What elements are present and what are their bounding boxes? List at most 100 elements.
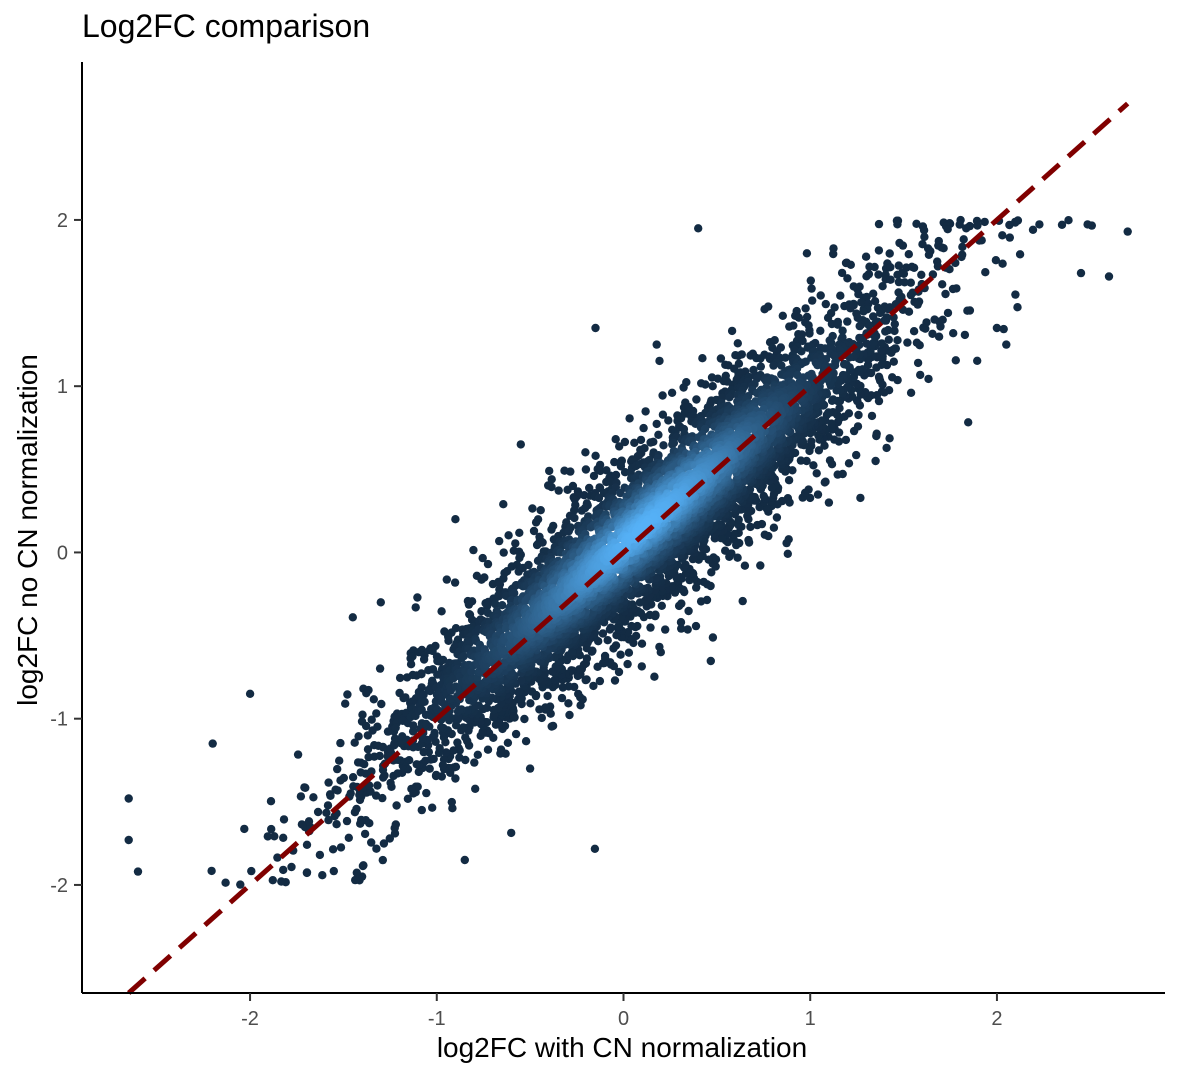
data-point	[855, 321, 864, 331]
data-point	[658, 410, 668, 419]
data-point	[496, 745, 506, 754]
data-point	[351, 875, 360, 885]
data-point	[245, 689, 255, 698]
data-point	[439, 755, 449, 764]
data-point	[483, 559, 493, 569]
data-point	[838, 326, 847, 335]
data-point	[861, 252, 871, 261]
data-point	[570, 513, 579, 523]
data-point	[428, 646, 437, 656]
data-point	[807, 284, 816, 293]
data-point	[664, 416, 673, 425]
data-point	[491, 600, 500, 609]
data-point	[783, 549, 792, 558]
data-point	[362, 689, 371, 698]
data-point	[437, 607, 446, 616]
data-point	[696, 597, 706, 606]
data-point	[373, 722, 382, 731]
data-point	[893, 270, 902, 279]
data-point	[890, 326, 899, 336]
data-point	[499, 500, 508, 509]
data-point	[610, 457, 619, 467]
data-point	[916, 370, 925, 380]
data-point	[279, 815, 289, 824]
data-point	[733, 553, 742, 562]
data-point	[924, 374, 933, 384]
data-point	[495, 536, 504, 546]
data-point	[395, 673, 405, 683]
data-point	[315, 850, 325, 860]
data-point	[459, 723, 468, 732]
data-point	[455, 753, 464, 762]
data-point	[694, 224, 703, 233]
data-point	[655, 642, 664, 652]
data-point	[862, 292, 871, 302]
data-point	[579, 660, 589, 669]
data-point	[938, 280, 947, 289]
data-point	[616, 650, 625, 659]
data-point	[543, 691, 552, 701]
data-point	[877, 346, 886, 355]
data-point	[620, 437, 630, 447]
data-point	[343, 690, 352, 699]
data-point	[352, 804, 361, 814]
data-point	[753, 520, 762, 530]
data-point	[461, 733, 470, 742]
data-point	[268, 876, 277, 885]
data-point	[420, 697, 429, 706]
data-point	[574, 689, 583, 699]
data-point	[816, 291, 825, 300]
data-point	[547, 722, 556, 731]
data-point	[419, 655, 429, 664]
data-point	[820, 344, 830, 353]
data-point	[360, 760, 369, 769]
data-point	[770, 336, 779, 345]
data-point	[756, 561, 765, 570]
data-point	[367, 715, 376, 724]
data-point	[999, 324, 1008, 334]
data-point	[589, 471, 599, 481]
data-point	[853, 422, 863, 431]
data-point	[455, 705, 464, 715]
data-point	[963, 306, 972, 315]
data-point	[432, 770, 441, 780]
data-point	[802, 249, 812, 258]
data-point	[859, 307, 868, 316]
data-point	[958, 242, 967, 252]
data-point	[869, 289, 878, 298]
data-point	[580, 491, 589, 500]
data-point	[637, 662, 646, 671]
data-point	[756, 354, 765, 363]
data-point	[708, 382, 717, 391]
data-point	[547, 475, 556, 484]
data-point	[886, 275, 895, 284]
data-point	[1015, 250, 1025, 259]
data-point	[611, 641, 621, 650]
data-point	[668, 440, 677, 449]
data-point	[652, 340, 661, 349]
data-point	[855, 333, 864, 343]
points-layer	[124, 215, 1132, 889]
data-point	[393, 769, 402, 778]
data-point	[778, 311, 787, 320]
data-point	[483, 601, 492, 611]
data-point	[951, 356, 960, 365]
data-point	[342, 816, 352, 826]
data-point	[470, 758, 479, 767]
data-point	[906, 388, 916, 397]
data-point	[391, 820, 400, 829]
data-point	[392, 801, 401, 810]
data-point	[808, 296, 817, 305]
data-point	[467, 597, 477, 606]
data-point	[478, 553, 487, 563]
data-point	[614, 667, 624, 677]
data-point	[649, 437, 658, 446]
data-point	[473, 750, 482, 759]
data-point	[716, 534, 726, 543]
data-point	[302, 840, 312, 849]
data-point	[912, 338, 922, 347]
data-point	[566, 467, 575, 476]
data-point	[565, 710, 574, 720]
data-point	[655, 356, 664, 366]
data-point	[885, 434, 894, 443]
